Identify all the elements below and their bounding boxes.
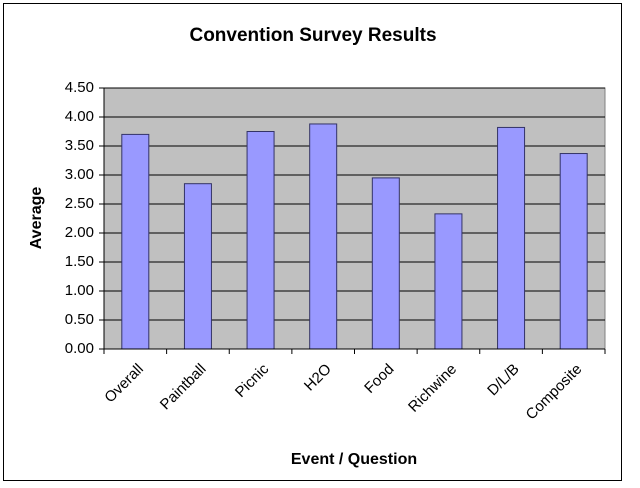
y-tick-label: 0.00 xyxy=(65,340,94,357)
bar xyxy=(183,183,212,350)
y-tick-label: 1.00 xyxy=(65,282,94,299)
y-tick-label: 2.00 xyxy=(65,224,94,241)
chart-title: Convention Survey Results xyxy=(189,25,436,46)
y-axis-title: Average xyxy=(28,187,45,250)
bar xyxy=(497,126,526,350)
y-tick-label: 4.00 xyxy=(65,108,94,125)
x-axis-title: Event / Question xyxy=(291,451,417,468)
y-tick-label: 3.50 xyxy=(65,137,94,154)
y-tick-label: 4.50 xyxy=(65,79,94,96)
bar xyxy=(371,177,400,350)
bar xyxy=(121,133,150,350)
y-tick-label: 3.00 xyxy=(65,166,94,183)
bar xyxy=(434,213,463,350)
y-tick-label: 1.50 xyxy=(65,253,94,270)
bar xyxy=(559,153,588,350)
y-tick-label: 0.50 xyxy=(65,311,94,328)
bar xyxy=(309,123,338,350)
bar xyxy=(246,131,275,350)
y-tick-label: 2.50 xyxy=(65,195,94,212)
plot-area xyxy=(103,87,606,350)
